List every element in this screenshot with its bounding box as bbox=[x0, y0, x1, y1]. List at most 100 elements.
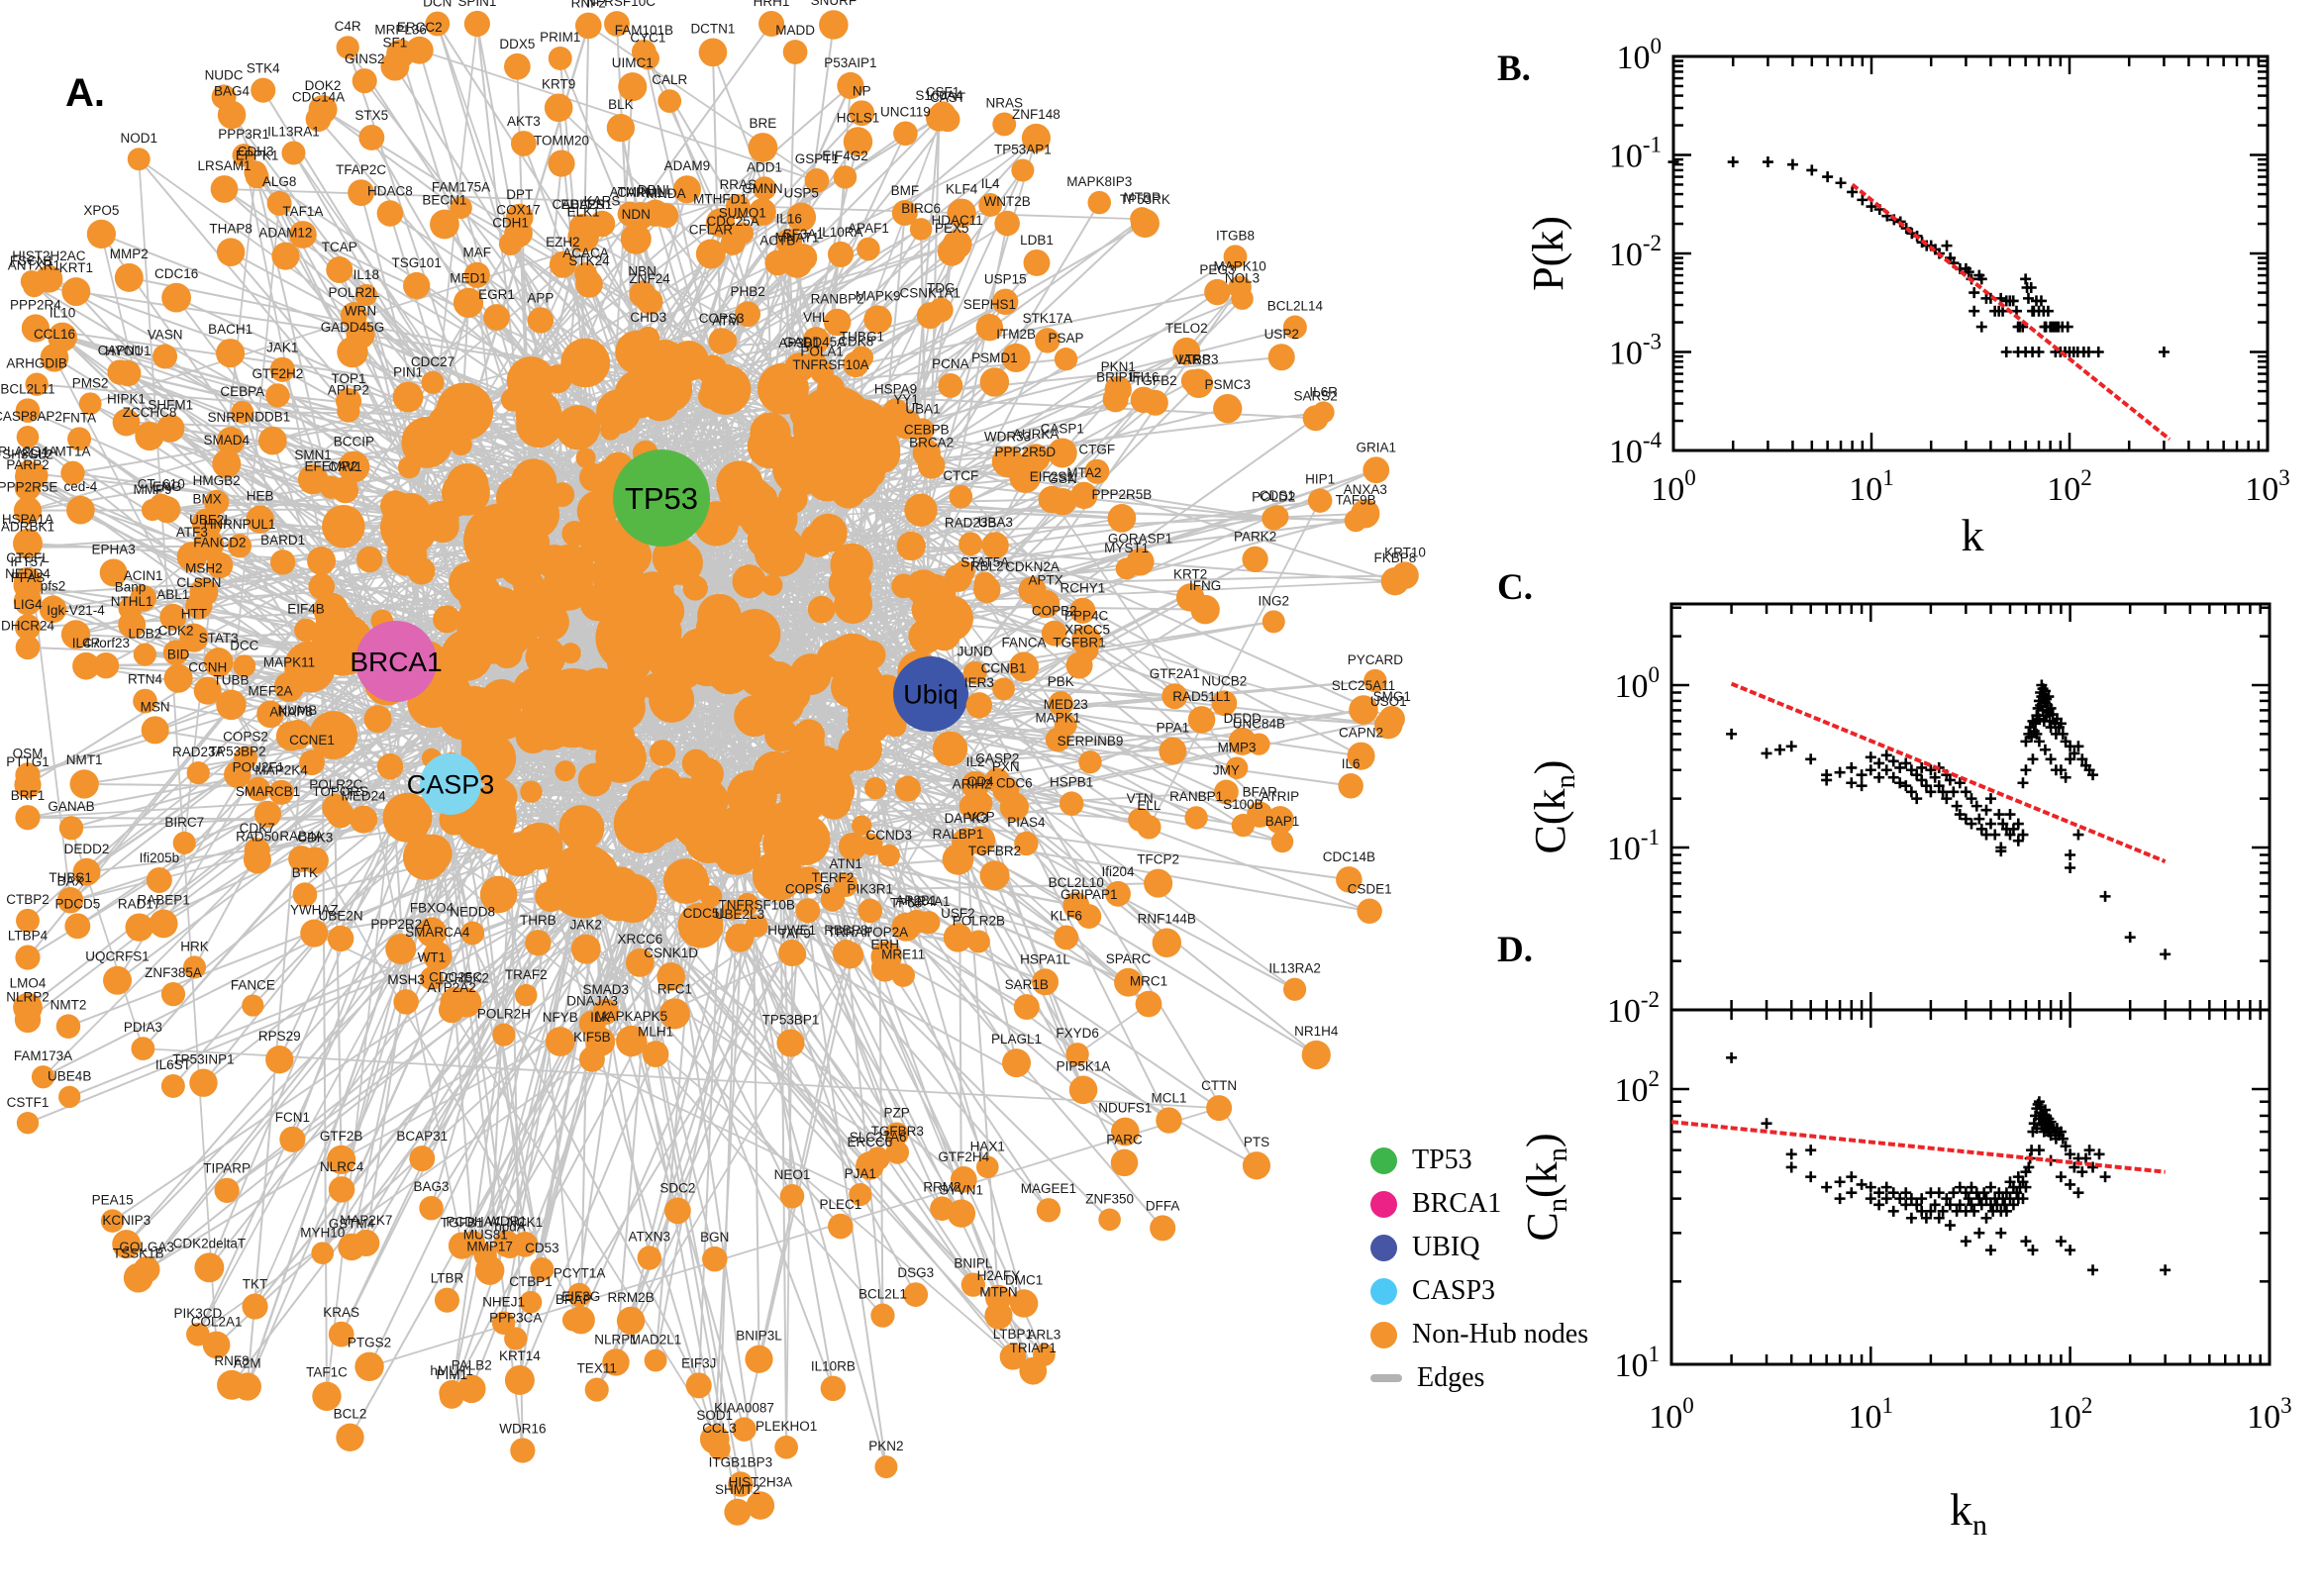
node-label: MCL1 bbox=[1151, 1090, 1186, 1105]
data-point bbox=[2043, 691, 2055, 703]
node-label: MRE11 bbox=[881, 947, 925, 961]
data-point bbox=[2082, 347, 2094, 357]
network-node bbox=[484, 719, 508, 744]
node-label: BACH1 bbox=[208, 322, 252, 337]
network-node bbox=[244, 160, 267, 184]
network-node bbox=[246, 776, 271, 802]
network-node bbox=[257, 426, 287, 455]
data-point bbox=[2057, 1133, 2069, 1145]
node-label: RANBP1 bbox=[1169, 789, 1223, 804]
node-label: SLC25A11 bbox=[1332, 678, 1395, 693]
network-node bbox=[820, 1375, 847, 1402]
nonhub-node-swatch-icon bbox=[1370, 1321, 1397, 1348]
network-node bbox=[309, 711, 358, 759]
network-node bbox=[1267, 344, 1295, 371]
node-label: PBK bbox=[1048, 674, 1074, 689]
network-node bbox=[716, 460, 763, 508]
node-label: CT_610 bbox=[138, 477, 185, 492]
node-label: MRPL36 bbox=[374, 23, 427, 38]
network-edge bbox=[322, 108, 665, 363]
node-label: FLI1 bbox=[22, 446, 49, 460]
node-label: FAM175A bbox=[432, 180, 490, 195]
data-point bbox=[2007, 295, 2019, 307]
network-node bbox=[550, 482, 575, 508]
node-label: CASP8AP2 bbox=[0, 409, 62, 424]
network-node bbox=[685, 1372, 712, 1399]
node-label: HSPA9 bbox=[874, 381, 917, 396]
data-point bbox=[2087, 1264, 2099, 1276]
network-node bbox=[269, 549, 296, 575]
node-label: NRAS bbox=[985, 96, 1023, 111]
node-label: BECN1 bbox=[422, 193, 466, 208]
node-label: PSAP bbox=[1049, 331, 1084, 346]
node-label: VCP bbox=[967, 809, 995, 824]
data-point bbox=[1911, 793, 1923, 805]
network-node bbox=[545, 1027, 575, 1056]
data-point bbox=[1785, 1148, 1797, 1160]
node-label: TGFBR2 bbox=[968, 844, 1021, 858]
data-point bbox=[2057, 728, 2069, 740]
network-node bbox=[510, 1438, 536, 1463]
data-point bbox=[1984, 1181, 1996, 1193]
network-node bbox=[210, 175, 239, 203]
node-label: LTBP1 bbox=[993, 1327, 1033, 1342]
network-edge bbox=[758, 844, 873, 1359]
network-node bbox=[162, 640, 189, 666]
data-point bbox=[1973, 1227, 1985, 1239]
node-label: IFI16 bbox=[1129, 370, 1160, 385]
hub-node-brca1 bbox=[355, 621, 437, 702]
tick-label: 10-4 bbox=[1609, 428, 1663, 470]
node-label: TEX11 bbox=[577, 1361, 617, 1376]
network-edge bbox=[729, 670, 1370, 913]
node-label: PZP bbox=[883, 1105, 909, 1120]
network-node bbox=[243, 846, 271, 874]
node-label: DFFA bbox=[1146, 1198, 1180, 1213]
node-label: IER3 bbox=[964, 675, 994, 690]
node-label: EIF4G2 bbox=[822, 149, 868, 163]
network-node bbox=[893, 121, 918, 147]
network-node bbox=[1013, 994, 1040, 1021]
data-points bbox=[1726, 1051, 2172, 1276]
data-point bbox=[1873, 757, 1885, 769]
network-node bbox=[578, 1010, 606, 1037]
data-point bbox=[1821, 774, 1833, 786]
node-label: EIF3J bbox=[681, 1355, 716, 1370]
data-point bbox=[2083, 1145, 2095, 1156]
node-label: CDC27 bbox=[411, 354, 454, 369]
node-label: ANXA3 bbox=[1344, 482, 1387, 497]
node-label: KIAA0087 bbox=[714, 1400, 774, 1415]
node-label: KIF5B bbox=[573, 1030, 611, 1045]
network-node bbox=[775, 228, 803, 255]
node-label: CSNK1A1 bbox=[900, 285, 961, 300]
node-label: CCL16 bbox=[34, 327, 75, 342]
data-point bbox=[2004, 809, 2016, 821]
panel-d-chart: 100 101 102 103 102 101 Cn(kn) kn bbox=[1518, 1008, 2292, 1542]
network-node bbox=[160, 982, 186, 1007]
network-node bbox=[214, 1177, 240, 1203]
node-label: DOK2 bbox=[305, 78, 342, 93]
network-node bbox=[1142, 389, 1168, 416]
node-label: DCN bbox=[423, 0, 452, 10]
network-node bbox=[1338, 773, 1364, 799]
network-node bbox=[947, 1199, 976, 1228]
node-label: ELK1 bbox=[567, 204, 600, 219]
data-point bbox=[1975, 823, 1987, 835]
network-node bbox=[16, 1111, 40, 1135]
data-point bbox=[2069, 748, 2080, 759]
node-label: APLP2 bbox=[328, 382, 369, 397]
node-label: FXYD6 bbox=[1056, 1026, 1099, 1041]
node-label: TFAP2C bbox=[336, 162, 386, 177]
node-label: JAK2 bbox=[570, 918, 602, 933]
data-point bbox=[1873, 771, 1885, 783]
data-point bbox=[2033, 1145, 2045, 1156]
network-edge bbox=[27, 436, 433, 759]
network-node bbox=[15, 635, 41, 660]
network-node bbox=[572, 339, 603, 370]
data-point bbox=[1954, 1199, 1966, 1211]
network-node bbox=[489, 679, 510, 700]
node-label: ARL3 bbox=[1027, 1327, 1060, 1342]
network-node bbox=[23, 274, 46, 298]
node-label: CTCF bbox=[943, 468, 978, 483]
node-label: PIM1 bbox=[436, 1367, 467, 1382]
node-label: KLF4 bbox=[946, 182, 978, 197]
